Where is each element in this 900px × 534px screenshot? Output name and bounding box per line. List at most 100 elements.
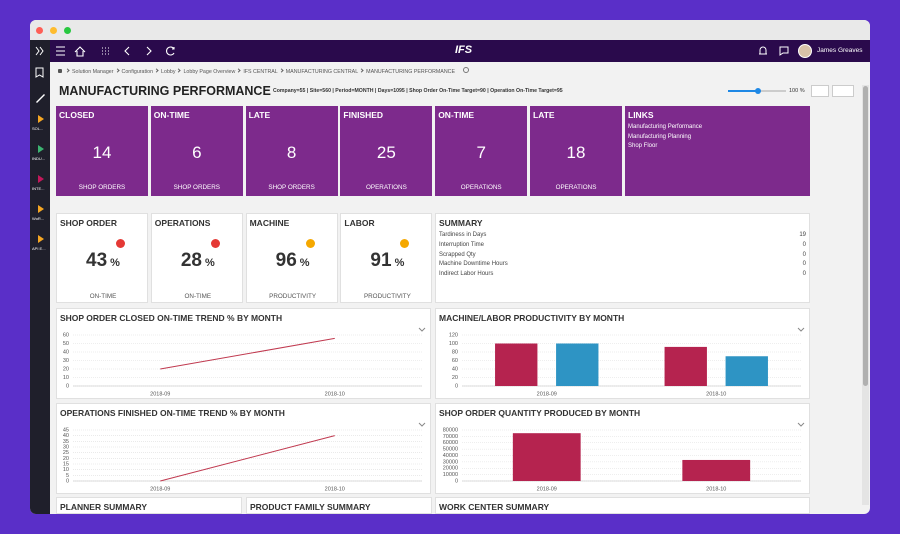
- collapse-icon[interactable]: [33, 44, 47, 58]
- summary-row-label: Machine Downtime Hours: [439, 261, 508, 268]
- kpi-number: 43: [86, 250, 108, 271]
- count-tile[interactable]: CLOSED 14 SHOP ORDERS: [56, 106, 148, 196]
- link[interactable]: Manufacturing Performance: [628, 124, 703, 130]
- breadcrumb: Solution Manager Configuration Lobby Lobby …: [58, 67, 470, 75]
- bar: [512, 433, 581, 481]
- kpi-caption: PRODUCTIVITY: [269, 293, 317, 300]
- tile-label: LATE: [248, 110, 271, 120]
- crumb-separator: [114, 68, 120, 73]
- reload-crumb[interactable]: [463, 67, 470, 73]
- tile-label: LATE: [533, 110, 555, 120]
- sidebar-label[interactable]: INDU...: [32, 156, 46, 161]
- count-tile[interactable]: LATE 18 OPERATIONS: [530, 106, 622, 196]
- kpi-number: 96: [275, 250, 297, 271]
- count-tile[interactable]: LATE 8 SHOP ORDERS: [245, 106, 338, 196]
- chart-menu[interactable]: [418, 327, 426, 332]
- sidebar-tools: [35, 67, 45, 103]
- y-tick-label: 60000: [443, 440, 458, 446]
- sidebar-icon-shape: [38, 235, 44, 243]
- line-series: [160, 435, 335, 482]
- y-tick-label: 80: [452, 349, 458, 355]
- sidebar-icon[interactable]: [37, 145, 45, 153]
- crumb[interactable]: Configuration: [121, 69, 154, 75]
- links-title: LINKS: [628, 110, 654, 120]
- tile-value: 6: [192, 143, 202, 162]
- close-button[interactable]: [36, 27, 43, 34]
- bar: [725, 356, 768, 386]
- crumb[interactable]: MANUFACTURING CENTRAL: [285, 69, 359, 75]
- sidebar-label[interactable]: WoR...: [32, 216, 45, 221]
- links-tile: LINKS Manufacturing Performance Manufactur…: [625, 106, 810, 196]
- sidebar-icon-shape: [38, 145, 44, 153]
- app-logo: IFS: [455, 44, 473, 56]
- y-tick-label: 70000: [443, 434, 458, 440]
- y-tick-label: 50: [63, 341, 69, 347]
- settings-button[interactable]: [811, 85, 829, 97]
- y-tick-label: 0: [455, 478, 458, 484]
- sidebar-icon[interactable]: [37, 235, 45, 243]
- kpi-unit: %: [204, 257, 215, 269]
- scrollbar-thumb[interactable]: [863, 86, 868, 386]
- kpi-unit: %: [299, 257, 310, 269]
- bar: [682, 459, 751, 481]
- y-tick-label: 35: [63, 439, 69, 445]
- bar: [556, 343, 599, 386]
- sidebar-icon[interactable]: [37, 175, 45, 183]
- zoom-button[interactable]: [64, 27, 71, 34]
- chart-title: SHOP ORDER CLOSED ON-TIME TREND % BY MON…: [60, 313, 283, 323]
- y-tick-label: 20: [63, 366, 69, 372]
- crumb[interactable]: Lobby Page Overview: [183, 69, 236, 75]
- crumb[interactable]: Lobby: [161, 69, 176, 75]
- sidebar-icon[interactable]: [37, 115, 45, 123]
- fullscreen-button[interactable]: [832, 85, 854, 97]
- x-tick-label: 2018-10: [325, 391, 345, 397]
- kpi-tile: SHOP ORDER 43% ON-TIME: [56, 213, 148, 303]
- forward-icon[interactable]: [146, 46, 152, 56]
- page-parameters[interactable]: Company=55 | Site=560 | Period=MONTH | D…: [273, 88, 563, 94]
- minimize-button[interactable]: [50, 27, 57, 34]
- y-tick-label: 10: [63, 467, 69, 473]
- summary-panel: PRODUCT FAMILY SUMMARY: [246, 497, 432, 514]
- y-tick-label: 40: [63, 349, 69, 355]
- chart-menu[interactable]: [797, 327, 805, 332]
- status-dot: [400, 239, 410, 248]
- crumb[interactable]: Solution Manager: [72, 69, 114, 75]
- tile-caption: OPERATIONS: [365, 184, 407, 191]
- apps-icon[interactable]: [102, 47, 109, 55]
- count-tile[interactable]: ON-TIME 7 OPERATIONS: [435, 106, 528, 196]
- page-title: MANUFACTURING PERFORMANCE: [59, 84, 271, 98]
- home-icon[interactable]: [74, 46, 86, 57]
- y-tick-label: 10: [63, 375, 69, 381]
- kpi-label: OPERATIONS: [154, 218, 211, 228]
- crumb-separator: [359, 68, 364, 73]
- menu-icon[interactable]: [56, 46, 65, 56]
- sidebar-icon[interactable]: [37, 205, 45, 213]
- count-tile[interactable]: ON-TIME 6 SHOP ORDERS: [150, 106, 243, 196]
- zoom-handle[interactable]: [755, 88, 761, 94]
- x-tick-label: 2018-10: [706, 391, 726, 397]
- tile-value: 7: [476, 143, 486, 162]
- sidebar: [30, 40, 50, 514]
- crumb[interactable]: IFS CENTRAL: [243, 69, 278, 75]
- summary-row-label: Interruption Time: [439, 241, 485, 248]
- sidebar-label[interactable]: API E...: [32, 246, 46, 251]
- refresh-icon[interactable]: [166, 46, 175, 56]
- sidebar-label[interactable]: INTE...: [32, 186, 45, 191]
- chart-menu[interactable]: [797, 422, 805, 427]
- link[interactable]: Shop Floor: [628, 143, 658, 149]
- user-name[interactable]: James Greaves: [817, 47, 863, 54]
- crumb[interactable]: MANUFACTURING PERFORMANCE: [366, 69, 456, 75]
- kpi-number: 28: [180, 250, 202, 271]
- avatar[interactable]: [798, 44, 812, 58]
- link[interactable]: Manufacturing Planning: [628, 133, 692, 140]
- home-crumb[interactable]: [58, 69, 62, 73]
- panel-title: WORK CENTER SUMMARY: [439, 502, 550, 512]
- y-tick-label: 15: [63, 461, 69, 467]
- sidebar-label[interactable]: SOL...: [32, 126, 44, 131]
- zoom-label: 100 %: [789, 88, 805, 94]
- summary-panel: WORK CENTER SUMMARY: [435, 497, 810, 514]
- chart-menu[interactable]: [418, 422, 426, 427]
- summary-row-value: 19: [799, 232, 806, 238]
- back-icon[interactable]: [124, 46, 130, 56]
- count-tile[interactable]: FINISHED 25 OPERATIONS: [340, 106, 433, 196]
